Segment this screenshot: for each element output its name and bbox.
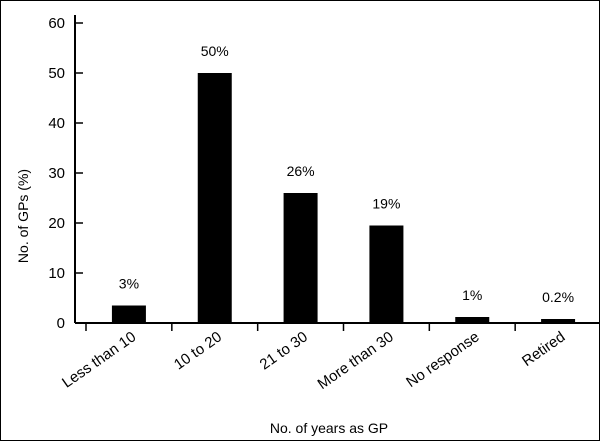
bar xyxy=(283,193,318,323)
y-tick-label: 30 xyxy=(48,165,65,182)
x-tick-label: Less than 10 xyxy=(59,328,139,391)
bar xyxy=(111,305,146,323)
data-label: 19% xyxy=(372,196,400,212)
y-tick-label: 20 xyxy=(48,215,65,232)
y-tick-label: 0 xyxy=(57,315,65,332)
data-label: 3% xyxy=(119,276,139,292)
x-tick-label: More than 30 xyxy=(315,328,397,393)
x-tick-label: Retired xyxy=(519,328,568,370)
data-label: 50% xyxy=(201,43,229,59)
x-axis: Less than 10 10 to 20 21 to 30 More than 30… xyxy=(59,322,599,393)
y-tick-label: 60 xyxy=(48,15,65,32)
y-axis-title: No. of GPs (%) xyxy=(15,169,31,263)
y-tick-label: 40 xyxy=(48,115,65,132)
data-label: 0.2% xyxy=(542,289,574,305)
x-tick-label: No response xyxy=(403,328,482,391)
data-label: 26% xyxy=(287,163,315,179)
x-tick-label: 21 to 30 xyxy=(257,328,311,373)
y-tick-label: 10 xyxy=(48,265,65,282)
data-label: 1% xyxy=(462,287,482,303)
bars xyxy=(111,73,576,323)
bar xyxy=(541,319,576,323)
bar xyxy=(369,225,404,323)
bar xyxy=(197,73,232,323)
x-tick-label: 10 to 20 xyxy=(171,328,225,373)
y-axis: 0 10 20 30 40 50 60 xyxy=(48,15,83,332)
x-axis-title: No. of years as GP xyxy=(270,420,388,436)
y-tick-label: 50 xyxy=(48,65,65,82)
bar xyxy=(455,317,490,323)
data-labels: 3% 50% 26% 19% 1% 0.2% xyxy=(119,43,574,305)
